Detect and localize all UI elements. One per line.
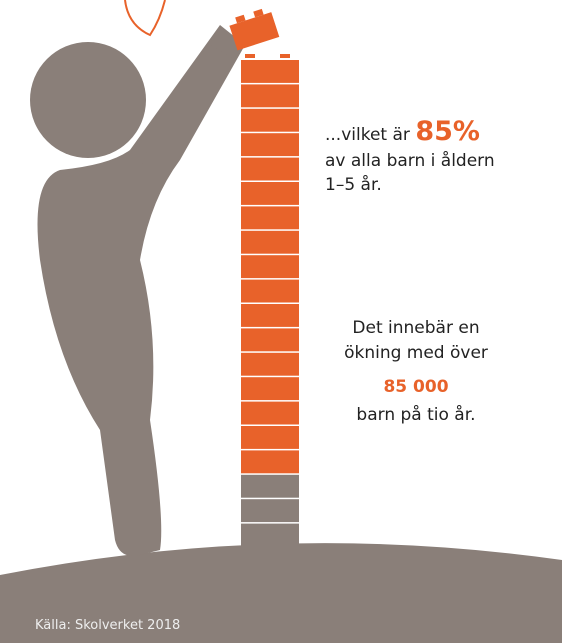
stat-line: av alla barn i åldern <box>325 150 495 171</box>
source: Källa: Skolverket 2018 <box>35 618 180 633</box>
block <box>241 353 299 376</box>
stat-lead: ...vilket är 85% <box>325 116 480 147</box>
block <box>241 475 299 498</box>
block <box>241 377 299 400</box>
stat-line: Det innebär en <box>352 318 479 338</box>
block <box>241 450 299 473</box>
person <box>30 25 245 556</box>
block <box>241 231 299 254</box>
infographic: ...vilket är 85% av alla barn i åldern 1… <box>0 0 562 643</box>
block <box>241 524 299 547</box>
held-block <box>228 6 280 50</box>
block <box>241 84 299 107</box>
block <box>241 328 299 351</box>
stat-line: 1–5 år. <box>325 174 382 195</box>
block-tower <box>241 54 299 547</box>
block <box>241 304 299 327</box>
block <box>241 402 299 425</box>
stat-highlight: 85 000 <box>383 377 448 397</box>
block <box>241 499 299 522</box>
block <box>241 133 299 156</box>
stat-line: ökning med över <box>344 343 488 363</box>
block <box>241 182 299 205</box>
block <box>241 255 299 278</box>
stat-line: barn på tio år. <box>356 404 475 425</box>
block <box>241 158 299 181</box>
block <box>241 206 299 229</box>
block <box>241 60 299 83</box>
block <box>241 109 299 132</box>
block <box>241 280 299 303</box>
block <box>241 426 299 449</box>
speech-bubble <box>125 0 165 35</box>
